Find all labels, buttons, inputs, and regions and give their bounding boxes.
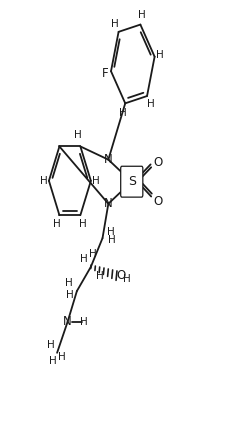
Text: H: H — [108, 235, 116, 245]
Text: N: N — [104, 197, 113, 210]
Text: H: H — [79, 219, 87, 229]
Text: H: H — [74, 131, 82, 140]
Text: H: H — [58, 352, 66, 362]
FancyBboxPatch shape — [121, 166, 143, 197]
Text: H: H — [89, 249, 97, 258]
Text: S: S — [128, 175, 136, 188]
Text: H: H — [156, 50, 164, 60]
Text: H: H — [80, 317, 88, 327]
Text: H: H — [147, 99, 154, 109]
Text: N: N — [104, 153, 113, 166]
Text: H: H — [138, 10, 146, 20]
Text: F: F — [102, 67, 109, 79]
Text: H: H — [123, 274, 131, 284]
Text: H: H — [80, 254, 88, 264]
Text: H: H — [65, 278, 73, 288]
Text: O: O — [153, 195, 162, 208]
Text: H: H — [96, 271, 104, 280]
Text: H: H — [66, 291, 74, 300]
Text: H: H — [92, 176, 100, 186]
Text: H: H — [120, 108, 127, 118]
Text: N: N — [63, 315, 72, 329]
Text: H: H — [47, 340, 55, 350]
Text: H: H — [53, 219, 61, 229]
Text: H: H — [111, 19, 119, 29]
Text: O: O — [116, 269, 125, 282]
Text: O: O — [153, 156, 162, 169]
Text: H: H — [107, 227, 115, 236]
Text: H: H — [48, 356, 56, 366]
Text: H: H — [40, 176, 48, 186]
